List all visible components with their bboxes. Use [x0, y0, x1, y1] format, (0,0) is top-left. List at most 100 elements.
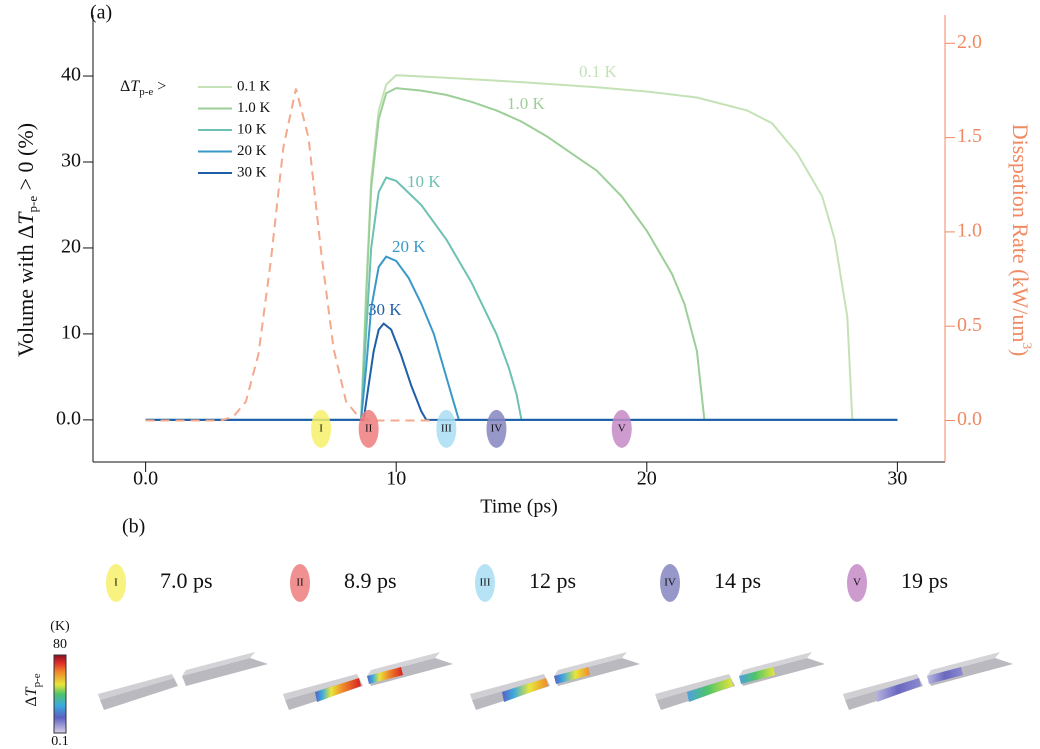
device-left-face	[470, 674, 546, 700]
marker-label: III	[480, 577, 491, 589]
label-part: Δ	[120, 78, 130, 95]
marker-time: 7.0 ps	[160, 568, 213, 593]
y-tick-label: 10	[61, 322, 81, 344]
line-label: 10 K	[407, 172, 441, 191]
device-right	[367, 658, 453, 686]
time-marker	[311, 409, 332, 448]
label-part: >	[153, 78, 166, 95]
marker-label: I	[319, 422, 323, 434]
colorbar-unit: (K)	[50, 619, 70, 634]
legend-label: 1.0 K	[237, 100, 271, 116]
plot-a: (a) 0.0 10 20 30 0.0 10 20 30 40 0.0 0.5 1.0 1.5 2.0 Ti…	[13, 2, 1035, 518]
device-heat-left	[315, 678, 361, 702]
time-marker	[611, 409, 632, 448]
device-right-face	[927, 652, 1000, 676]
device-right-face	[367, 652, 440, 676]
device-right-face	[739, 652, 812, 676]
volume-line	[145, 322, 898, 421]
marker-label: V	[853, 577, 861, 589]
time-marker	[436, 409, 457, 448]
device-heat-right	[739, 667, 775, 684]
legend-marker	[106, 564, 126, 602]
line-label: 20 K	[392, 237, 426, 256]
x-tick-label: 10	[386, 468, 406, 490]
x-tick-label: 0.0	[133, 468, 158, 490]
label-part: )	[1008, 349, 1033, 356]
y2-tick-label: 1.0	[957, 219, 982, 241]
volume-line	[145, 176, 898, 421]
device-right-face	[554, 652, 627, 676]
marker-label: III	[441, 422, 452, 434]
legend-marker	[475, 564, 495, 602]
legend-label: 30 K	[237, 164, 267, 180]
label-var: T	[130, 78, 140, 95]
device-heat-right	[367, 667, 403, 684]
legend-marker	[847, 564, 867, 602]
device-right	[927, 658, 1013, 686]
legend-marker	[660, 564, 680, 602]
device-right	[182, 658, 268, 686]
marker-label: IV	[491, 422, 503, 434]
device-heat-right	[927, 667, 963, 684]
device-right-face	[182, 652, 255, 676]
label-part: Volume with Δ	[13, 225, 38, 357]
y-tick-label: 20	[61, 236, 81, 258]
volume-line	[145, 87, 898, 421]
time-marker	[358, 409, 379, 448]
device-rendering	[283, 652, 453, 710]
marker-label: IV	[664, 577, 676, 589]
x-tick-label: 30	[887, 468, 907, 490]
device-heat-left	[502, 678, 548, 702]
colorbar-label: ΔTp-e	[23, 673, 43, 706]
marker-label: II	[296, 577, 304, 589]
marker-time: 8.9 ps	[344, 568, 397, 593]
device-rendering	[98, 652, 268, 710]
device-heat-right	[554, 667, 590, 684]
device-rendering	[655, 652, 825, 710]
dissipation-line	[145, 88, 434, 422]
y2-tick-label: 0.0	[957, 408, 982, 430]
legend-label: 20 K	[237, 143, 267, 159]
colorbar	[53, 654, 67, 734]
colorbar-min: 0.1	[51, 734, 69, 749]
label-sub: p-e	[31, 673, 43, 687]
y2-axis-label: Disspation Rate (kW/um3)	[1008, 124, 1035, 357]
colorbar-max: 80	[53, 637, 67, 652]
device-left	[100, 678, 178, 710]
label-sub: p-e	[139, 86, 153, 98]
y-tick-label: 30	[61, 150, 81, 172]
device-rendering	[470, 652, 640, 710]
y2-tick-label: 1.5	[957, 125, 982, 147]
line-label: 30 K	[368, 300, 402, 319]
device-heat-left	[875, 678, 921, 702]
device-heat-left	[687, 678, 733, 702]
panel-label: (b)	[122, 516, 145, 538]
marker-time: 19 ps	[901, 568, 948, 593]
marker-time: 12 ps	[529, 568, 576, 593]
label-var: T	[23, 686, 40, 696]
y-tick-label: 40	[61, 64, 81, 86]
label-var: T	[13, 211, 38, 225]
marker-label: V	[618, 422, 626, 434]
legend-label: 0.1 K	[237, 78, 271, 94]
y-tick-label: 0.0	[56, 407, 81, 429]
device-left-face	[655, 674, 731, 700]
device-rendering	[843, 652, 1013, 710]
label-sup: 3	[1020, 342, 1035, 349]
legend-title: ΔTp-e >	[120, 78, 166, 98]
time-marker	[486, 409, 507, 448]
y2-tick-label: 2.0	[957, 31, 982, 53]
panel-label: (a)	[90, 2, 112, 24]
x-axis-label: Time (ps)	[480, 496, 558, 518]
line-label: 1.0 K	[507, 94, 546, 113]
label-part: Disspation Rate (kW/um	[1008, 124, 1033, 343]
line-label: 0.1 K	[579, 62, 618, 81]
device-left-face	[843, 674, 919, 700]
legend-label: 10 K	[237, 121, 267, 137]
volume-line	[145, 255, 898, 421]
label-part: > 0 (%)	[13, 123, 38, 196]
panel-b: (b) I 7.0 ps II 8.9 ps III 12 ps IV 14 ps V 19 ps (…	[23, 516, 1013, 749]
label-sub: p-e	[25, 196, 40, 213]
marker-label: I	[114, 577, 118, 589]
